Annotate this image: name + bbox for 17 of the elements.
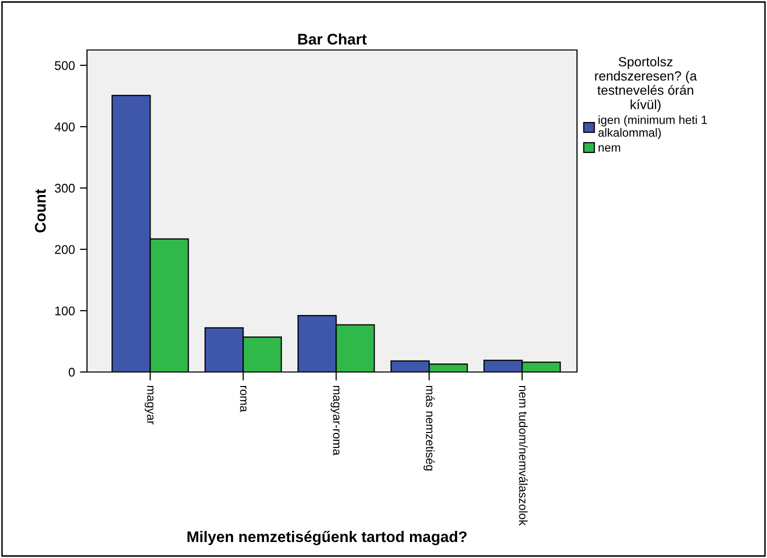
x-tick-label: roma bbox=[240, 386, 247, 412]
x-tick-label: magyar bbox=[144, 386, 154, 424]
x-tick-label: nem tudom/nemválaszolok bbox=[518, 386, 528, 526]
y-tick-label: 500 bbox=[54, 61, 75, 70]
y-tick-label: 100 bbox=[55, 306, 75, 316]
y-tick-label: 300 bbox=[54, 184, 75, 193]
legend-label: igen (minimum heti 1 alkalommal) bbox=[598, 115, 707, 140]
y-axis-title: Count bbox=[34, 189, 46, 232]
y-tick-label: 200 bbox=[54, 245, 75, 254]
legend-label: nem bbox=[598, 145, 620, 152]
x-tick-label: magyar-roma bbox=[330, 386, 340, 456]
x-axis-title: Milyen nemzetiségűenk tartod magad? bbox=[188, 530, 467, 546]
y-tick-label: 0 bbox=[68, 368, 75, 377]
y-tick-label: 400 bbox=[54, 122, 75, 132]
x-tick-label: más nemzetiség bbox=[424, 386, 435, 470]
chart-title: Bar Chart bbox=[298, 33, 367, 45]
legend-title: Sportolsz rendszeresen? (a testnevelés órán kívül) bbox=[595, 56, 697, 112]
